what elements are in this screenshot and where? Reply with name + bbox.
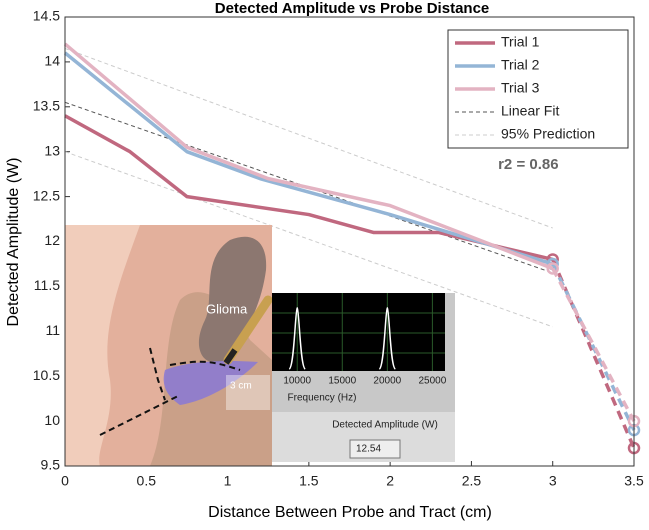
spectrum-tick-label: 15000 — [328, 376, 356, 387]
y-tick-label: 14 — [44, 53, 60, 69]
legend-label: Trial 2 — [501, 57, 540, 73]
y-tick-label: 10.5 — [33, 367, 60, 383]
prediction-line — [64, 151, 553, 328]
x-tick-label: 3.5 — [624, 473, 644, 489]
spectrum-plot — [272, 293, 445, 371]
series-line — [64, 114, 554, 262]
spectrum-peak — [378, 306, 397, 370]
fit-line — [64, 101, 553, 274]
y-tick-label: 12 — [44, 232, 60, 248]
legend-label: Trial 3 — [501, 80, 540, 96]
y-tick-label: 10 — [44, 412, 60, 428]
y-tick-label: 11 — [45, 322, 60, 338]
tract — [163, 360, 258, 405]
axes-box — [64, 16, 635, 467]
spectrum-x-label: Frequency (Hz) — [288, 393, 357, 404]
y-tick-label: 11.5 — [34, 277, 60, 293]
chart-title: Detected Amplitude vs Probe Distance — [215, 0, 490, 17]
legend-label: Trial 1 — [501, 34, 540, 50]
y-tick-label: 13 — [44, 142, 60, 158]
series-line — [63, 51, 554, 266]
probe-tip — [223, 348, 238, 365]
legend-label: 95% Prediction — [501, 126, 595, 142]
x-tick-label: 0.5 — [137, 473, 157, 489]
legend: Trial 1 Trial 2 Trial 3 Linear Fit 95% Predi… — [447, 29, 629, 149]
legend-label: Linear Fit — [501, 103, 559, 119]
x-tick-label: 3 — [549, 473, 557, 489]
readout-label: Detected Amplitude (W) — [332, 420, 438, 431]
distance-label: 3 cm — [230, 381, 252, 392]
spectrum-tick-label: 20000 — [373, 376, 401, 387]
glioma-label: Glioma — [206, 301, 248, 316]
spectrum-tick-label: 25000 — [418, 376, 446, 387]
readout-box — [349, 439, 401, 459]
x-tick-label: 2.5 — [462, 473, 482, 489]
extrapolated-line — [551, 263, 636, 431]
readout-value: 12.54 — [356, 444, 381, 455]
annotation: r2 = 0.86 — [498, 156, 558, 173]
y-tick-label: 12.5 — [33, 187, 60, 203]
inset-photo: Glioma 3 cm — [65, 225, 273, 466]
glioma-region — [198, 236, 267, 363]
spectrum-peak — [288, 306, 306, 370]
series-line — [63, 42, 554, 271]
inset-spectrum: 10000 15000 20000 25000 Frequency (Hz) Detect… — [272, 293, 455, 462]
spectrum-tick-label: 10000 — [283, 376, 311, 387]
outline — [99, 347, 241, 436]
y-tick-label: 14.5 — [33, 8, 60, 24]
x-tick-label: 1.5 — [299, 473, 319, 489]
x-tick-label: 1 — [224, 473, 232, 489]
series-marker — [546, 262, 559, 275]
photo-tissue — [65, 225, 140, 466]
y-axis-label: Detected Amplitude (W) — [5, 158, 22, 327]
x-tick-label: 2 — [386, 473, 394, 489]
x-axis-label: Distance Between Probe and Tract (cm) — [208, 504, 492, 521]
distance-box — [226, 375, 270, 410]
y-tick-label: 13.5 — [33, 98, 60, 114]
x-tick-label: 0 — [61, 473, 69, 489]
prediction-line — [64, 47, 553, 229]
y-tick-label: 9.5 — [41, 457, 61, 473]
